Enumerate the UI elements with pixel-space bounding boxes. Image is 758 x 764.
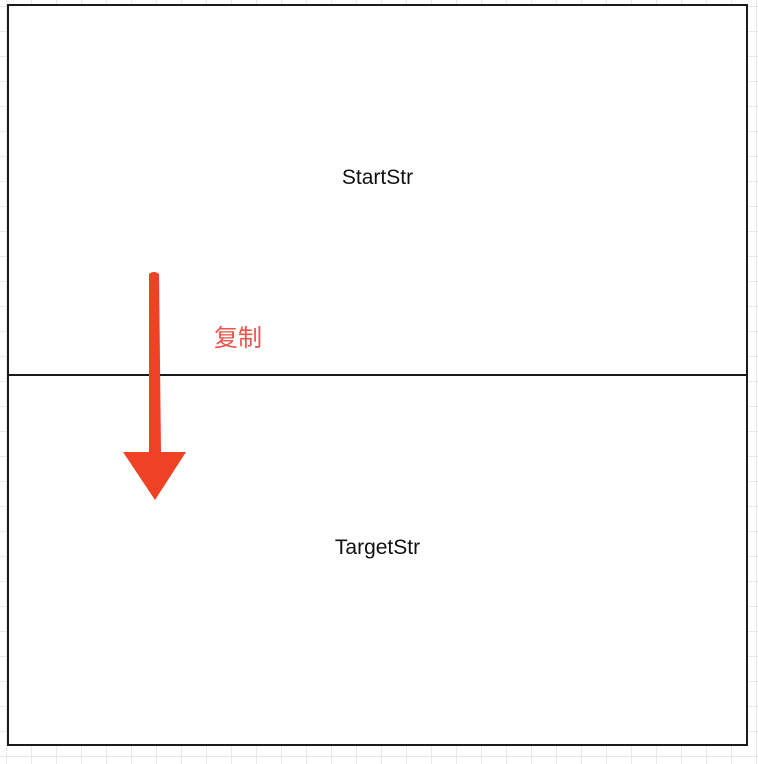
copy-arrow-label: 复制 xyxy=(214,324,262,352)
down-arrow-icon xyxy=(123,272,186,500)
start-string-label: StartStr xyxy=(341,166,414,189)
start-string-box[interactable]: StartStr xyxy=(7,4,748,376)
target-string-label: TargetStr xyxy=(334,536,421,559)
target-string-box[interactable]: TargetStr xyxy=(7,374,748,746)
